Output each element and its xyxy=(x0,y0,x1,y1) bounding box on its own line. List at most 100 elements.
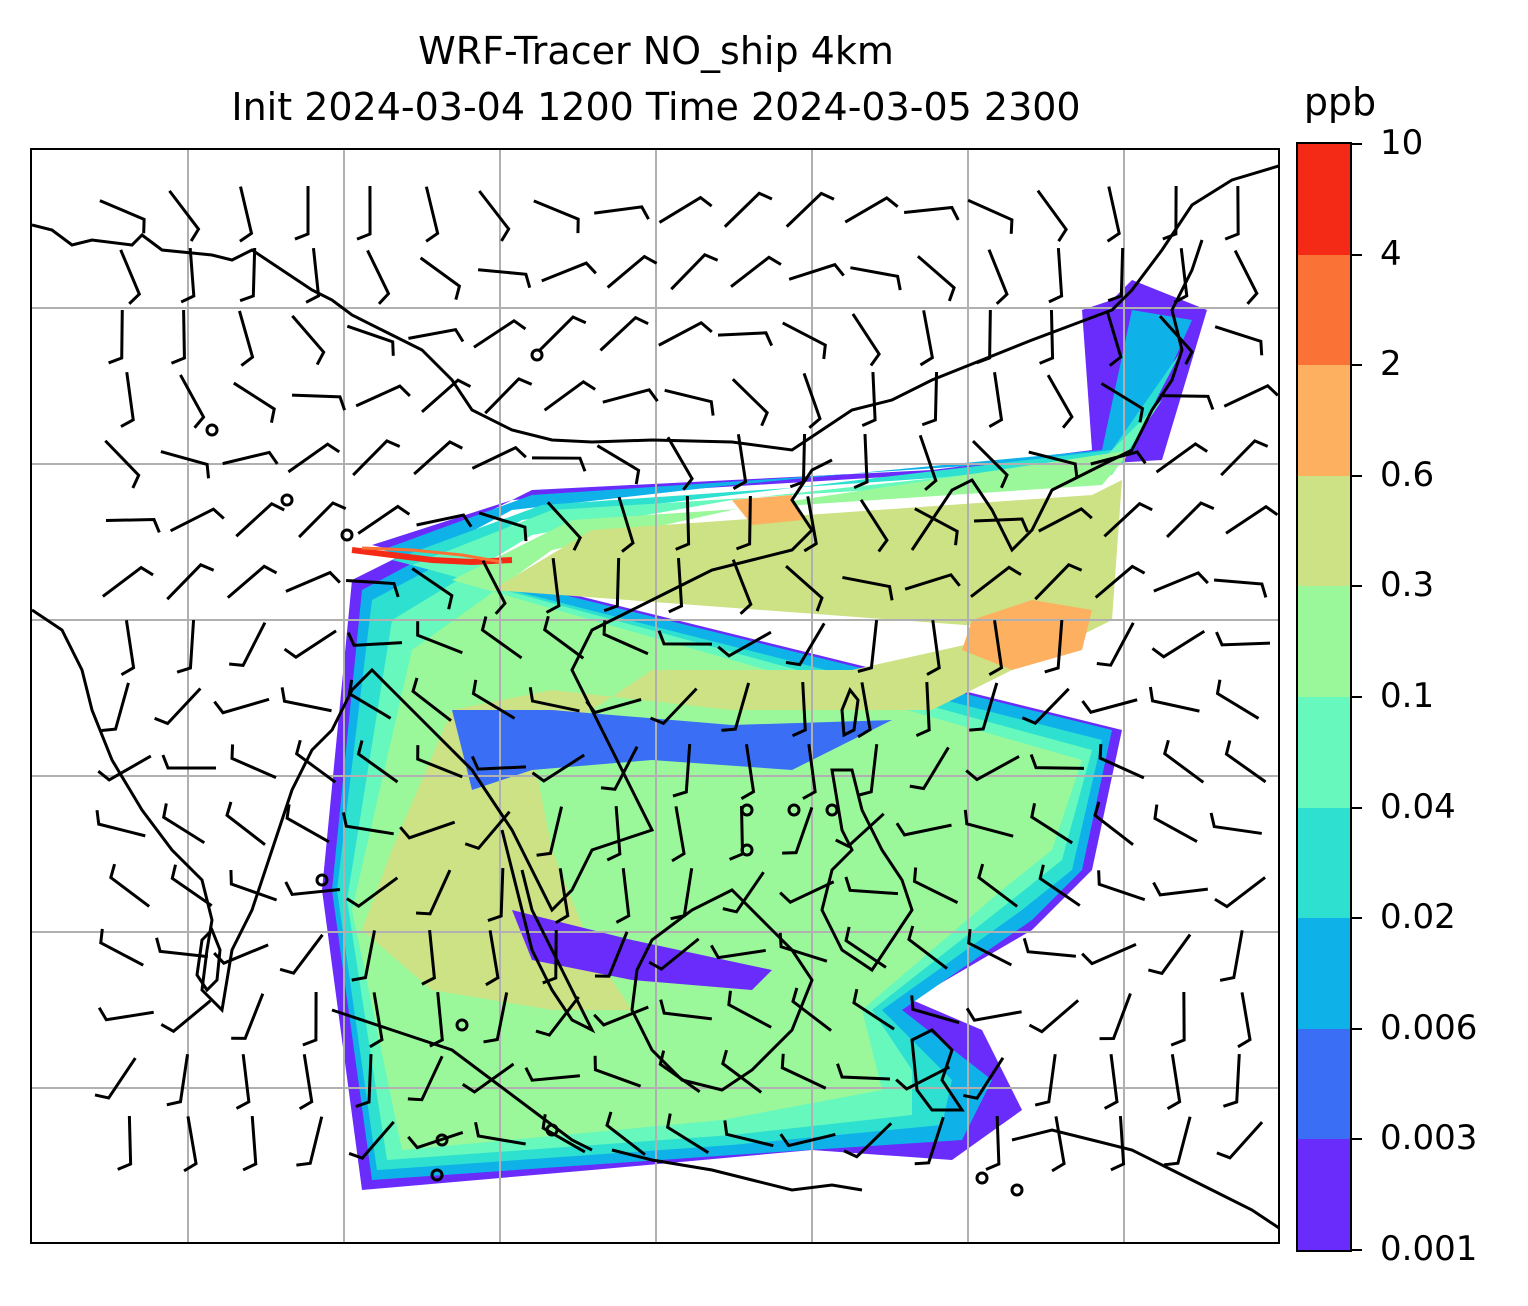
wind-barb xyxy=(415,869,452,916)
wind-barb xyxy=(170,864,213,907)
coastline-japan-korea xyxy=(910,239,1204,553)
wind-barb xyxy=(791,987,832,1032)
wind-barb xyxy=(1148,933,1192,976)
wind-barb xyxy=(778,932,828,963)
wind-barb xyxy=(842,575,894,601)
wind-barb xyxy=(1153,804,1198,843)
calm-wind-marker xyxy=(455,1018,469,1032)
wind-barb xyxy=(213,943,269,965)
wind-barb xyxy=(346,324,395,356)
wind-barb xyxy=(909,746,950,791)
wind-barb xyxy=(285,570,341,593)
wind-barb xyxy=(407,1055,444,1102)
wind-barb xyxy=(1094,564,1146,599)
colorbar-tick xyxy=(1352,806,1362,809)
wind-barb xyxy=(239,186,254,243)
wind-barb xyxy=(593,1005,649,1027)
coastline-sri-lanka xyxy=(195,927,222,993)
wind-barb xyxy=(429,991,444,1048)
calm-wind-marker xyxy=(545,1123,559,1137)
colorbar-tick-label: 0.1 xyxy=(1380,676,1435,716)
wind-barb xyxy=(1110,1115,1126,1172)
map-panel xyxy=(30,148,1280,1244)
colorbar-tick xyxy=(1352,253,1362,256)
wind-barb xyxy=(857,743,879,797)
wind-barb xyxy=(596,444,641,485)
wind-barb xyxy=(658,195,713,224)
wind-barb xyxy=(470,755,527,771)
colorbar-tick-label: 10 xyxy=(1380,123,1424,163)
wind-barb xyxy=(1155,442,1209,474)
wind-barb xyxy=(1030,803,1074,845)
wind-barb xyxy=(791,681,807,738)
colorbar-tick xyxy=(1352,1138,1362,1141)
wind-barb xyxy=(474,1121,526,1146)
calm-wind-marker xyxy=(740,843,754,857)
wind-barb xyxy=(235,1053,251,1110)
calm-wind-marker xyxy=(205,423,219,437)
wind-barb xyxy=(844,926,887,969)
wind-barb xyxy=(242,1115,258,1172)
wind-barb xyxy=(904,573,961,591)
wind-barb xyxy=(346,631,403,647)
wind-barb xyxy=(785,622,826,667)
colorbar-tick-label: 0.006 xyxy=(1380,1007,1478,1048)
colorbar-tick xyxy=(1352,143,1362,145)
wind-barb xyxy=(424,186,440,243)
wind-barb xyxy=(971,440,1009,489)
wind-barb xyxy=(356,185,372,241)
wind-barb xyxy=(155,937,209,959)
wind-barb xyxy=(1022,937,1077,958)
wind-barb xyxy=(912,867,959,904)
wind-barb xyxy=(1090,450,1147,466)
wind-barb xyxy=(1038,864,1081,907)
coastline-sulawesi xyxy=(910,1028,965,1112)
wind-barb xyxy=(94,1057,137,1100)
field-band-low-3 xyxy=(512,910,772,990)
wind-barb xyxy=(170,309,186,365)
wind-barb xyxy=(280,687,332,713)
wind-barb xyxy=(97,1006,154,1022)
wind-barb xyxy=(531,456,587,472)
wind-barb xyxy=(963,1056,1005,1100)
wind-barb xyxy=(722,871,765,914)
wind-barb xyxy=(723,191,773,228)
wind-barb xyxy=(485,930,500,987)
colorbar-tick-label: 0.02 xyxy=(1380,897,1456,938)
colorbar xyxy=(1296,142,1352,1252)
wind-barb xyxy=(914,507,959,546)
field-band-03 xyxy=(362,480,1122,1010)
wind-barb xyxy=(1225,504,1278,535)
wind-barb xyxy=(1106,186,1121,243)
wind-barb xyxy=(659,999,713,1021)
wind-barb xyxy=(844,196,899,224)
wind-barb xyxy=(970,565,1022,598)
wind-barb xyxy=(542,615,585,660)
wind-barb xyxy=(348,1120,395,1160)
wind-barb xyxy=(844,876,899,896)
wind-barb xyxy=(731,378,769,427)
wind-barb xyxy=(95,810,146,838)
wind-barb xyxy=(802,372,822,429)
wind-barb xyxy=(232,381,276,423)
wind-barb xyxy=(973,517,1029,533)
wind-barb xyxy=(554,868,570,925)
wind-barb xyxy=(213,697,270,715)
wind-barb xyxy=(413,440,464,476)
wind-barb xyxy=(283,629,337,659)
wind-barb xyxy=(1237,992,1252,1049)
wind-barb xyxy=(1170,991,1186,1047)
wind-barb xyxy=(356,740,399,784)
wind-barb xyxy=(664,388,715,416)
wind-barb xyxy=(850,266,902,291)
wind-barb xyxy=(1051,1116,1066,1173)
wind-barb xyxy=(918,434,938,491)
wind-barb xyxy=(985,1115,1001,1171)
colorbar-segment xyxy=(1298,364,1350,476)
wind-barb xyxy=(785,191,835,228)
wind-barb xyxy=(298,501,347,539)
wind-barb xyxy=(483,992,509,1044)
field-band-low-2 xyxy=(452,710,892,790)
colorbar-tick xyxy=(1352,696,1362,698)
wind-barb xyxy=(1081,698,1138,714)
